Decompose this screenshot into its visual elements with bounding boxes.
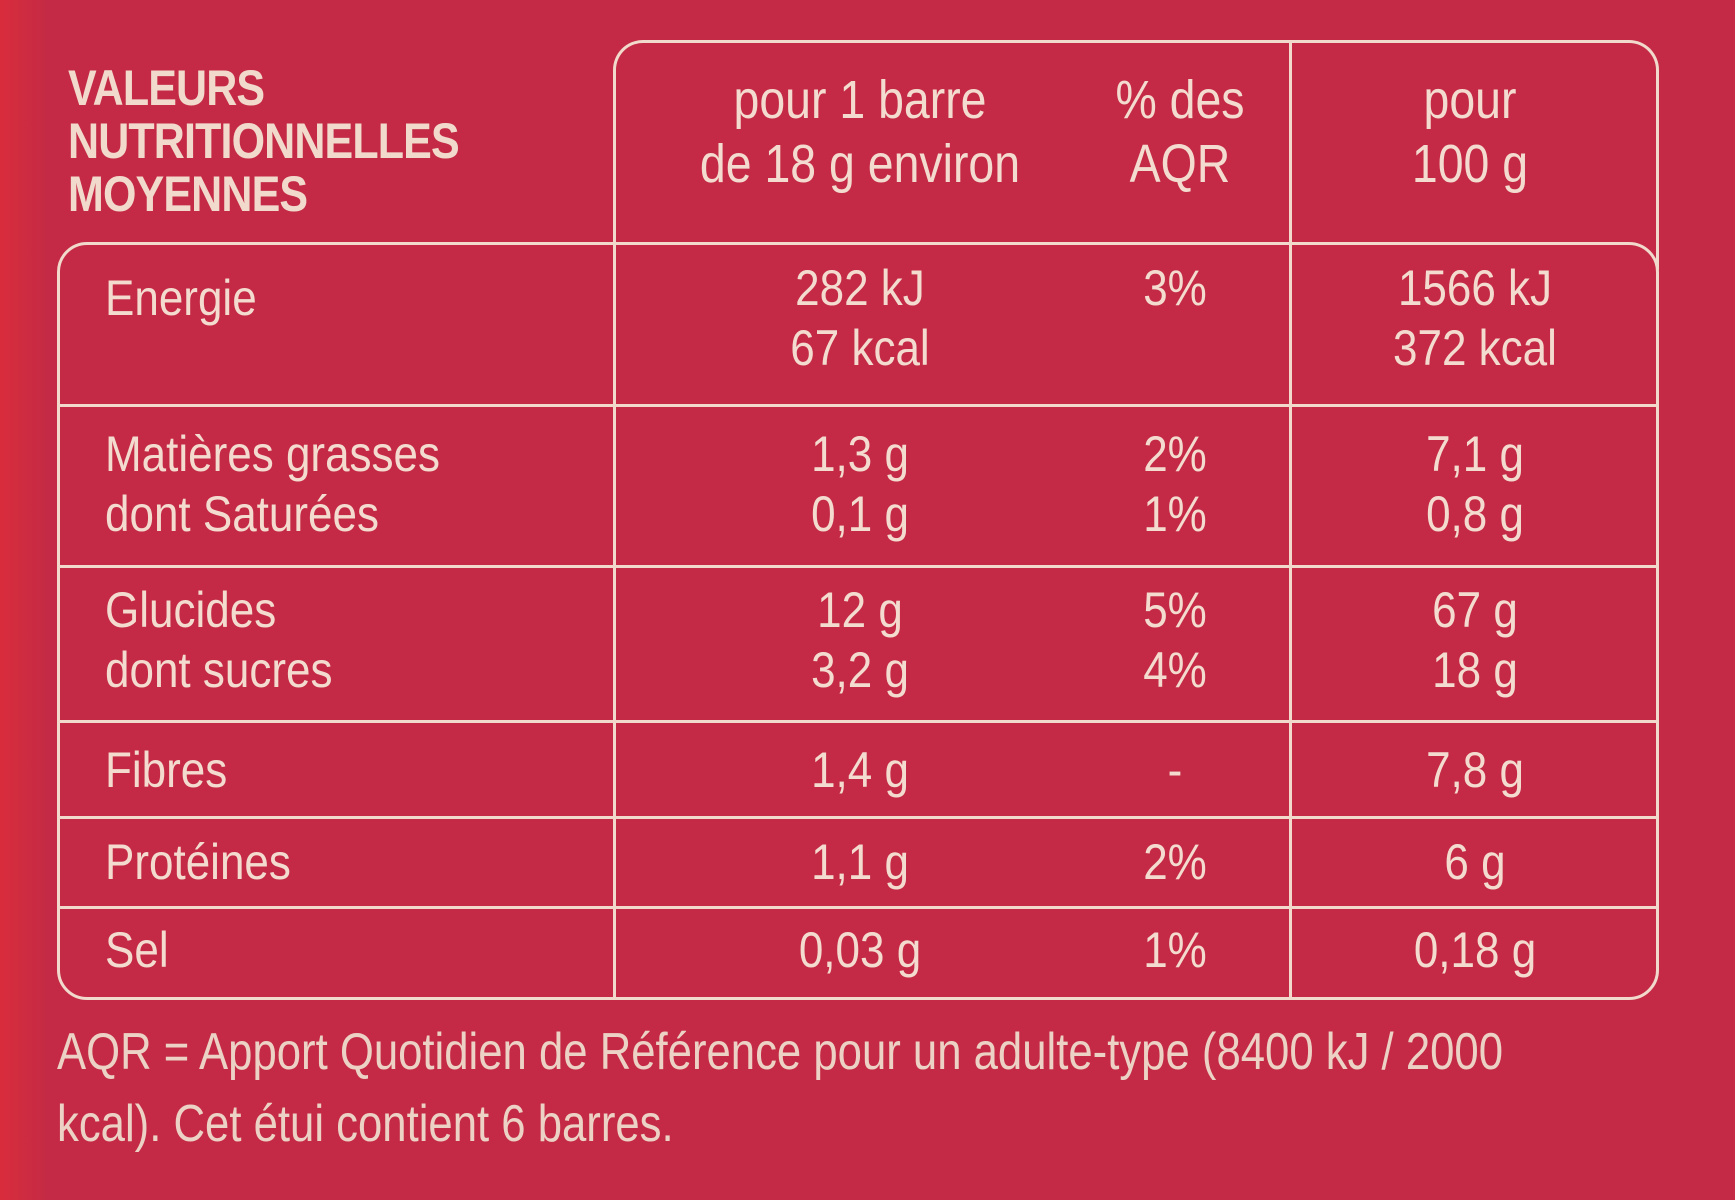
column-divider-2 (1289, 40, 1292, 1000)
proteines-per-100g: 6 g (1444, 834, 1506, 890)
fibres-per-bar: 1,4 g (811, 742, 909, 798)
row-label-sel: Sel (105, 922, 169, 978)
aqr-footnote: AQR = Apport Quotidien de Référence pour… (57, 1023, 1504, 1153)
sel-percent: 1% (1143, 922, 1207, 978)
column-divider-1 (613, 70, 616, 1000)
row-divider (57, 565, 1659, 568)
energie-percent: 3% (1143, 260, 1207, 316)
proteines-percent: 2% (1143, 834, 1207, 890)
row-label-energie: Energie (105, 270, 257, 326)
matieres-grasses-percent: 2% 1% (1143, 426, 1207, 542)
sel-per-bar: 0,03 g (798, 922, 922, 978)
row-divider (57, 816, 1659, 819)
energie-per-100g: 1566 kJ 372 kcal (1393, 260, 1557, 376)
package-edge (0, 0, 45, 1200)
glucides-per-bar: 12 g 3,2 g (811, 582, 909, 698)
table-frame (57, 242, 1659, 1000)
header-per-100g: pour 100 g (1411, 70, 1529, 194)
header-per-bar: pour 1 barre de 18 g environ (699, 70, 1021, 194)
matieres-grasses-per-100g: 7,1 g 0,8 g (1426, 426, 1524, 542)
row-divider (57, 720, 1659, 723)
energie-per-bar: 282 kJ 67 kcal (790, 260, 930, 376)
row-label-glucides: Glucides dont sucres (105, 582, 333, 698)
header-percent-aqr: % des AQR (1115, 70, 1245, 194)
sel-per-100g: 0,18 g (1413, 922, 1537, 978)
fibres-percent: - (1167, 742, 1183, 798)
glucides-per-100g: 67 g 18 g (1432, 582, 1518, 698)
table-title: VALEURS NUTRITIONNELLES MOYENNES (68, 60, 460, 222)
header-frame (613, 40, 1659, 270)
matieres-grasses-per-bar: 1,3 g 0,1 g (811, 426, 909, 542)
row-label-proteines: Protéines (105, 834, 291, 890)
glucides-percent: 5% 4% (1143, 582, 1207, 698)
row-divider (57, 404, 1659, 407)
row-divider (57, 906, 1659, 909)
proteines-per-bar: 1,1 g (811, 834, 909, 890)
row-label-fibres: Fibres (105, 742, 228, 798)
fibres-per-100g: 7,8 g (1426, 742, 1524, 798)
row-label-matieres-grasses: Matières grasses dont Saturées (105, 426, 441, 542)
